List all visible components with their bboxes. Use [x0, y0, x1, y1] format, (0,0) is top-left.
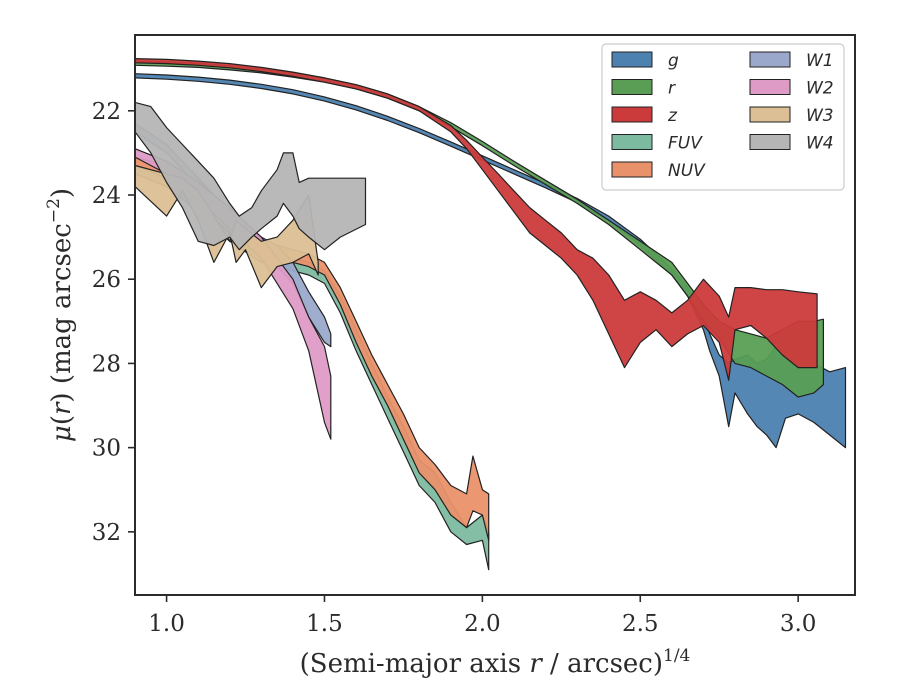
- y-axis-ticks: 22 24 26 28 30 32: [92, 99, 135, 546]
- band-z: [135, 57, 818, 381]
- band-nuv: [135, 156, 490, 541]
- band-w4: [135, 101, 367, 251]
- x-tick-label: 1.0: [148, 611, 185, 637]
- legend-swatch-nuv: [611, 161, 653, 178]
- y-tick-label: 32: [92, 520, 121, 546]
- legend-swatch-fuv: [611, 134, 653, 150]
- y-tick-label: 26: [92, 267, 121, 293]
- legend-swatch-r: [611, 79, 653, 95]
- y-tick-label: 22: [92, 99, 121, 125]
- legend-label-fuv: FUV: [668, 134, 703, 154]
- legend-label-w2: W2: [806, 79, 834, 99]
- legend-label-w3: W3: [806, 106, 834, 126]
- legend-label-w4: W4: [806, 134, 834, 154]
- band-layer: [135, 57, 847, 571]
- legend-label-w1: W1: [806, 51, 834, 71]
- legend-swatch-g: [611, 51, 653, 68]
- band-g: [135, 73, 847, 449]
- x-axis-ticks: 1.0 1.5 2.0 2.5 3.0: [148, 595, 816, 637]
- x-tick-label: 3.0: [780, 611, 817, 637]
- x-axis-label: (Semi-major axis r / arcsec)1/4: [300, 646, 691, 679]
- y-axis-label: μ(r) (mag arcsec−2): [44, 188, 77, 442]
- legend-swatch-w3: [749, 106, 791, 123]
- x-tick-label: 1.5: [306, 611, 343, 637]
- legend-swatch-z: [611, 106, 653, 123]
- legend-swatch-w2: [749, 79, 791, 95]
- y-tick-label: 28: [92, 351, 121, 377]
- legend-label-g: g: [668, 51, 679, 71]
- legend-swatch-w1: [749, 51, 791, 68]
- y-tick-label: 30: [92, 436, 121, 462]
- legend-label-nuv: NUV: [668, 161, 706, 181]
- legend-label-z: z: [667, 106, 678, 126]
- legend-label-r: r: [668, 79, 676, 99]
- plot-frame: [134, 34, 856, 596]
- x-tick-label: 2.5: [622, 611, 659, 637]
- legend-items: grz FUV NUV W1 W2 W3 W4: [611, 51, 834, 181]
- legend: grz FUV NUV W1 W2 W3 W4: [601, 43, 845, 191]
- y-tick-label: 24: [92, 183, 121, 209]
- x-tick-label: 2.0: [464, 611, 501, 637]
- legend-swatch-w4: [749, 134, 791, 150]
